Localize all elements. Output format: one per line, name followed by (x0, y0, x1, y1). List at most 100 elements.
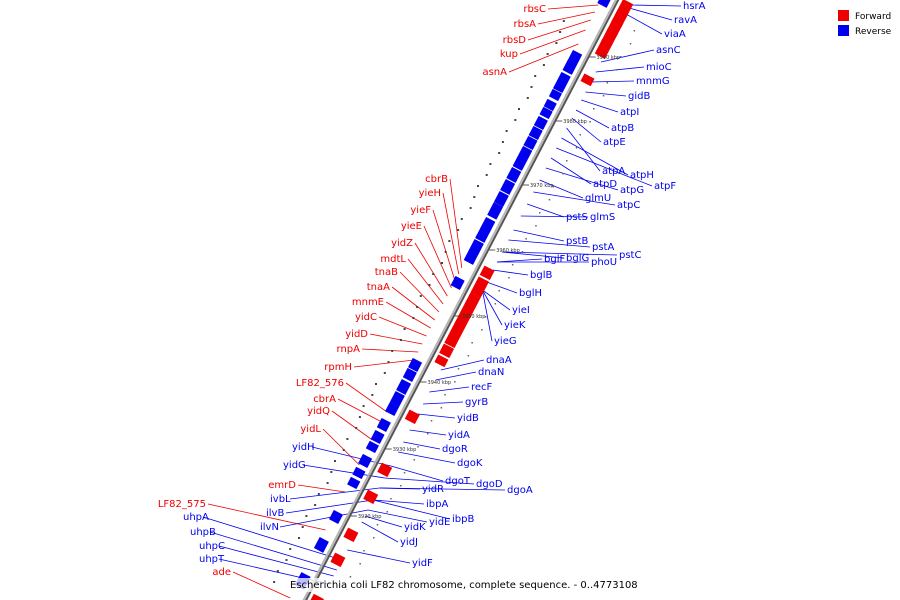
tick-label: 3990 kbp (597, 55, 621, 61)
forward-connector (527, 19, 591, 41)
forward-connector (322, 428, 360, 466)
reverse-feature (475, 226, 491, 243)
reverse-connector (630, 4, 682, 7)
reverse-gene-label: uhpA (183, 512, 209, 523)
reverse-feature (370, 429, 385, 445)
reverse-feature (313, 536, 329, 553)
reverse-gene-label: atpE (603, 137, 626, 148)
reverse-connector (575, 109, 610, 129)
forward-gene-label: cbrA (313, 394, 336, 405)
reverse-gene-label: atpF (654, 181, 676, 192)
gene-dot (469, 207, 472, 209)
gene-dot (535, 225, 537, 227)
gene-dot (525, 238, 527, 240)
gene-dot (589, 121, 591, 123)
reverse-gene-label: dgoT (445, 476, 471, 487)
forward-feature (377, 462, 393, 478)
reverse-gene-label: bglG (566, 253, 589, 264)
reverse-connector (556, 147, 653, 187)
forward-gene-label: yidQ (307, 406, 330, 417)
legend-swatch-reverse (838, 25, 849, 36)
gene-dot (358, 416, 361, 418)
reverse-gene-label: yidB (457, 413, 479, 424)
reverse-feature (493, 190, 509, 207)
reverse-connector (403, 441, 441, 450)
gene-dot (355, 427, 358, 429)
reverse-gene-label: bglH (519, 288, 542, 299)
gene-dot (298, 537, 300, 539)
gene-dot (606, 82, 609, 84)
forward-feature (444, 333, 460, 349)
reverse-gene-label: glmU (585, 193, 611, 204)
tick-label: 3980 kbp (563, 119, 587, 125)
reverse-connector (571, 117, 602, 143)
gene-dot (273, 581, 276, 583)
tick-label: 3940 kbp (428, 380, 452, 386)
reverse-feature (376, 417, 391, 433)
gene-dot (428, 284, 431, 286)
reverse-gene-label: atpG (620, 185, 644, 196)
reverse-gene-label: atpB (611, 123, 634, 134)
reverse-gene-label: atpH (630, 170, 654, 181)
forward-connector (297, 484, 346, 493)
gene-dot (359, 563, 361, 565)
reverse-connector (513, 229, 565, 242)
reverse-gene-label: yidK (404, 522, 426, 533)
gene-dot (386, 511, 388, 513)
label-connectors (202, 4, 682, 599)
forward-connector (378, 316, 427, 337)
gene-dot (546, 53, 549, 55)
reverse-gene-label: dgoK (457, 458, 483, 469)
reverse-gene-label: atpA (602, 166, 625, 177)
gene-dot (485, 174, 488, 176)
gene-dot (383, 372, 386, 374)
reverse-connector (367, 509, 428, 523)
forward-connector (353, 359, 415, 368)
chromosome-axis (302, 0, 620, 600)
reverse-feature (597, 0, 611, 8)
reverse-gene-label: yidE (429, 517, 450, 528)
forward-feature (310, 593, 325, 600)
gene-dot (460, 218, 463, 220)
gene-dot (276, 570, 279, 572)
reverse-gene-label: atpC (617, 200, 640, 211)
reverse-connector (409, 429, 447, 436)
forward-connector (337, 398, 382, 423)
gene-dot (301, 526, 304, 528)
reverse-feature (539, 106, 553, 120)
gene-dot (448, 240, 451, 242)
reverse-gene-label: glmS (590, 212, 615, 223)
forward-connector (414, 242, 448, 297)
gene-dot (285, 559, 288, 561)
forward-feature (434, 354, 449, 368)
reverse-connector (508, 239, 591, 248)
reverse-feature (568, 49, 583, 65)
reverse-feature (389, 390, 405, 407)
forward-connector (232, 571, 291, 599)
reverse-feature (328, 509, 344, 525)
reverse-feature (487, 202, 504, 220)
gene-dots (273, 20, 636, 591)
gene-dot (457, 368, 460, 370)
gene-dot (330, 471, 333, 473)
reverse-feature (523, 135, 538, 151)
reverse-connector (423, 401, 464, 405)
reverse-gene-label: yieK (504, 320, 526, 331)
forward-connector (407, 258, 444, 305)
map-caption: Escherichia coli LF82 chromosome, comple… (290, 580, 638, 591)
reverse-gene-label: bglB (530, 270, 552, 281)
gene-dot (514, 119, 517, 121)
reverse-gene-label: atpD (593, 179, 617, 190)
reverse-gene-label: bglF (544, 254, 565, 265)
forward-connector (537, 11, 596, 25)
axis-line (305, 0, 620, 600)
gene-dot (629, 43, 632, 45)
gene-dot (477, 185, 479, 187)
forward-gene-label: yieE (401, 221, 422, 232)
reverse-feature (548, 88, 563, 102)
forward-gene-label: asnA (482, 67, 507, 78)
reverse-connector (398, 451, 456, 464)
reverse-gene-label: ravA (674, 15, 697, 26)
reverse-gene-label: yidH (292, 442, 315, 453)
reverse-feature (512, 154, 528, 171)
